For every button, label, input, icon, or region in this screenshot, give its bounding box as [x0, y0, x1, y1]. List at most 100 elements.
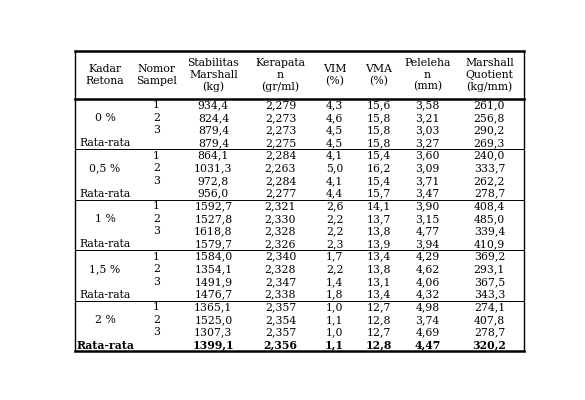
Text: Rata-rata: Rata-rata — [80, 188, 130, 198]
Text: 4,98: 4,98 — [415, 302, 439, 312]
Text: 3,21: 3,21 — [415, 113, 440, 123]
Text: 3,15: 3,15 — [415, 214, 440, 224]
Text: 1,7: 1,7 — [326, 252, 343, 262]
Text: 3,47: 3,47 — [415, 188, 439, 198]
Text: 4,62: 4,62 — [415, 264, 440, 274]
Text: VMA
(%): VMA (%) — [365, 64, 392, 86]
Text: 2,275: 2,275 — [265, 138, 296, 148]
Text: 2,6: 2,6 — [326, 201, 343, 211]
Text: 1476,7: 1476,7 — [194, 290, 232, 300]
Text: 1 %: 1 % — [95, 214, 115, 224]
Text: 1307,3: 1307,3 — [194, 328, 233, 338]
Text: 3,60: 3,60 — [415, 151, 440, 161]
Text: 12,8: 12,8 — [365, 340, 392, 350]
Text: 2,340: 2,340 — [265, 252, 296, 262]
Text: 3,03: 3,03 — [415, 125, 440, 135]
Text: 15,4: 15,4 — [366, 151, 391, 161]
Text: 0 %: 0 % — [95, 113, 115, 123]
Text: 3: 3 — [153, 125, 160, 135]
Text: 2,357: 2,357 — [265, 302, 296, 312]
Text: 333,7: 333,7 — [474, 163, 505, 173]
Text: 13,8: 13,8 — [366, 264, 391, 274]
Text: 2,2: 2,2 — [326, 226, 343, 236]
Text: 1,8: 1,8 — [326, 290, 343, 300]
Text: 2: 2 — [153, 214, 160, 224]
Text: 2,354: 2,354 — [265, 315, 296, 325]
Text: 15,8: 15,8 — [366, 125, 391, 135]
Text: 3,09: 3,09 — [415, 163, 440, 173]
Text: 3,58: 3,58 — [415, 100, 440, 110]
Text: 15,8: 15,8 — [366, 113, 391, 123]
Text: 972,8: 972,8 — [198, 176, 229, 186]
Text: 2,338: 2,338 — [265, 290, 296, 300]
Text: 2,321: 2,321 — [265, 201, 296, 211]
Text: 1592,7: 1592,7 — [194, 201, 232, 211]
Text: 1365,1: 1365,1 — [194, 302, 233, 312]
Text: 12,7: 12,7 — [366, 328, 391, 338]
Text: 408,4: 408,4 — [474, 201, 505, 211]
Text: 4,69: 4,69 — [415, 328, 439, 338]
Text: 3,74: 3,74 — [415, 315, 439, 325]
Text: 4,6: 4,6 — [326, 113, 343, 123]
Text: 4,4: 4,4 — [326, 188, 343, 198]
Text: 16,2: 16,2 — [366, 163, 391, 173]
Text: 2,347: 2,347 — [265, 277, 296, 287]
Text: Marshall
Quotient
(kg/mm): Marshall Quotient (kg/mm) — [465, 58, 514, 92]
Text: 2,3: 2,3 — [326, 239, 343, 249]
Text: 864,1: 864,1 — [198, 151, 229, 161]
Text: 1,0: 1,0 — [326, 302, 343, 312]
Text: VIM
(%): VIM (%) — [323, 64, 346, 86]
Text: 2,277: 2,277 — [265, 188, 296, 198]
Text: 262,2: 262,2 — [474, 176, 505, 186]
Text: 1: 1 — [153, 302, 160, 312]
Text: 261,0: 261,0 — [474, 100, 505, 110]
Text: 290,2: 290,2 — [474, 125, 505, 135]
Text: 407,8: 407,8 — [474, 315, 505, 325]
Text: 4,1: 4,1 — [326, 176, 343, 186]
Text: 4,1: 4,1 — [326, 151, 343, 161]
Text: 2,273: 2,273 — [265, 113, 296, 123]
Text: 3,71: 3,71 — [415, 176, 440, 186]
Text: 4,5: 4,5 — [326, 125, 343, 135]
Text: 13,1: 13,1 — [366, 277, 391, 287]
Text: 934,4: 934,4 — [198, 100, 229, 110]
Text: 274,1: 274,1 — [474, 302, 505, 312]
Text: 824,4: 824,4 — [198, 113, 229, 123]
Text: 1: 1 — [153, 151, 160, 161]
Text: 3,94: 3,94 — [415, 239, 439, 249]
Text: 293,1: 293,1 — [474, 264, 505, 274]
Text: 13,7: 13,7 — [366, 214, 391, 224]
Text: 1,1: 1,1 — [325, 340, 344, 350]
Text: 3: 3 — [153, 176, 160, 186]
Text: 1399,1: 1399,1 — [192, 340, 234, 350]
Text: 1491,9: 1491,9 — [194, 277, 232, 287]
Text: 2,279: 2,279 — [265, 100, 296, 110]
Text: 3,27: 3,27 — [415, 138, 440, 148]
Text: 2,330: 2,330 — [265, 214, 296, 224]
Text: 1618,8: 1618,8 — [194, 226, 233, 236]
Text: 240,0: 240,0 — [474, 151, 505, 161]
Text: 1031,3: 1031,3 — [194, 163, 233, 173]
Text: 15,8: 15,8 — [366, 138, 391, 148]
Text: 320,2: 320,2 — [473, 340, 507, 350]
Text: 13,9: 13,9 — [366, 239, 391, 249]
Text: 278,7: 278,7 — [474, 328, 505, 338]
Text: Nomor
Sampel: Nomor Sampel — [136, 64, 177, 86]
Text: 2,273: 2,273 — [265, 125, 296, 135]
Text: 2,328: 2,328 — [265, 226, 296, 236]
Text: Kerapata
n
(gr/ml): Kerapata n (gr/ml) — [256, 58, 305, 92]
Text: 13,4: 13,4 — [366, 290, 391, 300]
Text: 4,29: 4,29 — [415, 252, 439, 262]
Text: 2,2: 2,2 — [326, 214, 343, 224]
Text: 0,5 %: 0,5 % — [90, 163, 121, 173]
Text: 13,8: 13,8 — [366, 226, 391, 236]
Text: 485,0: 485,0 — [474, 214, 505, 224]
Text: 3,90: 3,90 — [415, 201, 440, 211]
Text: 13,4: 13,4 — [366, 252, 391, 262]
Text: 2,2: 2,2 — [326, 264, 343, 274]
Text: Stabilitas
Marshall
(kg): Stabilitas Marshall (kg) — [188, 58, 239, 92]
Text: 3: 3 — [153, 277, 160, 287]
Text: Rata-rata: Rata-rata — [80, 138, 130, 148]
Text: 4,06: 4,06 — [415, 277, 440, 287]
Text: 256,8: 256,8 — [474, 113, 505, 123]
